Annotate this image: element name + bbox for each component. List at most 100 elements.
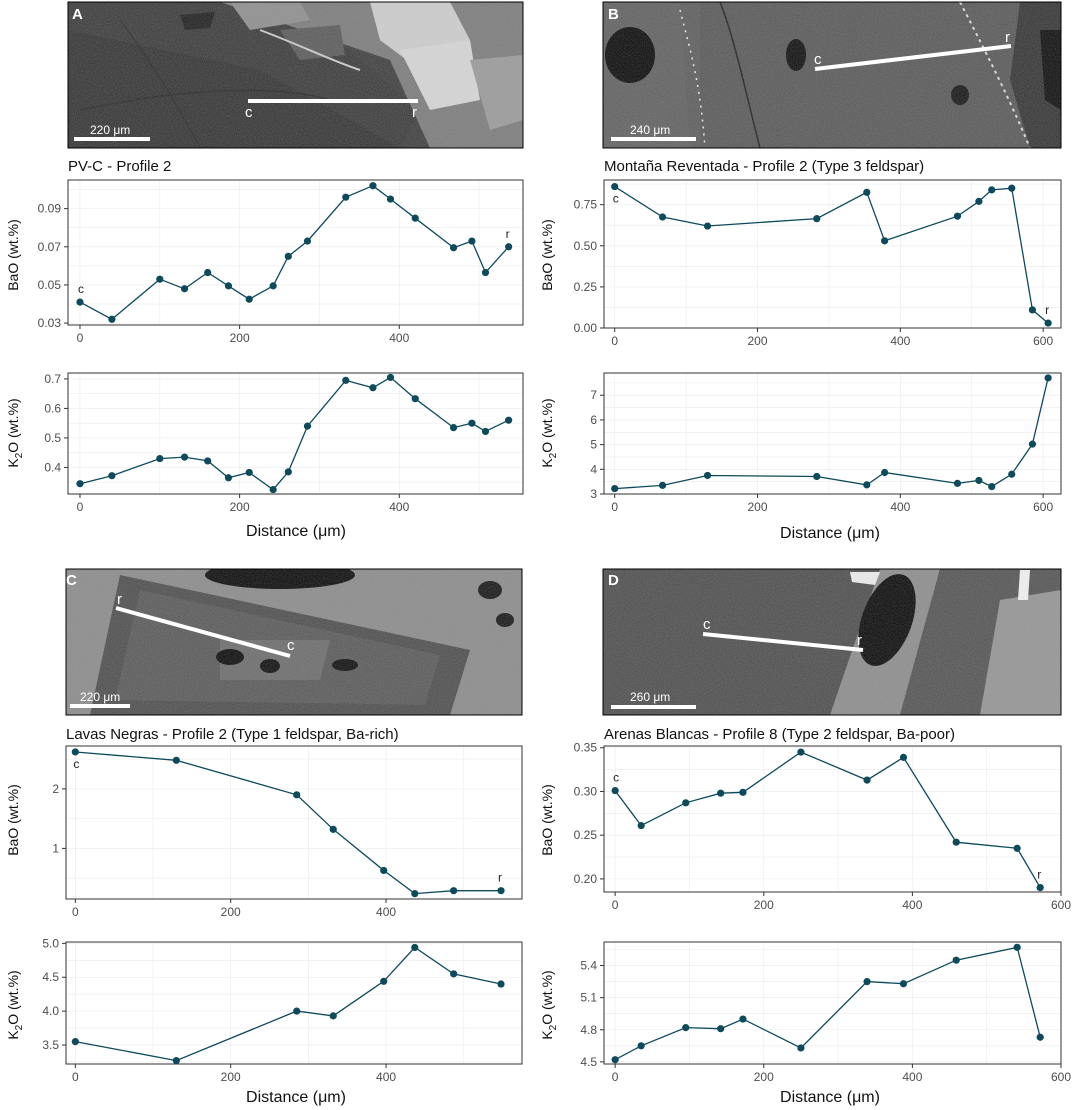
panel-b-k2o-plot-area (604, 373, 1061, 494)
panel-a-k2o-data-point (342, 376, 350, 384)
panel-a-k2o-x-tick-label: 200 (230, 500, 250, 514)
panel-a-x-axis-title: Distance (μm) (246, 523, 346, 540)
panel-a-bao-data-point (156, 275, 164, 283)
panel-c-title: Lavas Negras - Profile 2 (Type 1 feldspa… (66, 726, 399, 743)
panel-c-bao-x-tick-label: 0 (72, 905, 79, 919)
panel-c-k2o-y-tick-label: 3.5 (42, 1038, 59, 1052)
panel-a-bao-data-point (204, 268, 212, 277)
panel-d-k2o-data-point (717, 1025, 725, 1033)
panel-c-bao-plot-area (66, 746, 522, 899)
panel-c-k2o-x-tick-label: 200 (221, 1070, 241, 1084)
panel-d-k2o-plot-area (604, 942, 1061, 1064)
panel-c-bao-point-annotation: r (498, 871, 502, 885)
panel-d-bao-x-tick-label: 400 (902, 898, 922, 912)
panel-b-k2o-data-point (975, 476, 983, 485)
panel-d-bao-plot-area (604, 746, 1061, 892)
panel-d-k2o-x-tick-label: 200 (754, 1070, 774, 1084)
panel-b-k2o-y-tick-label: 3 (590, 487, 597, 501)
panel-a-bao-data-point (369, 182, 377, 190)
panel-d-bao-y-tick-label: 0.25 (574, 828, 598, 842)
svg-text:K2O (wt.%): K2O (wt.%) (539, 970, 559, 1039)
panel-a-bao-x-tick-label: 400 (389, 331, 409, 345)
panel-d-bao-data-point (899, 753, 908, 761)
panel-d-bao-x-tick-label: 0 (612, 898, 619, 912)
panel-b-micrograph: B 240 μm c r (602, 1, 1062, 149)
panel-d-bao-x-tick-label: 200 (754, 898, 774, 912)
panel-d-bao-data-point (611, 786, 619, 795)
panel-d-bao-data-point (739, 788, 747, 796)
panel-c-k2o-plot-border (65, 941, 523, 1065)
panel-c-micrograph: C 220 μm r c (65, 568, 523, 716)
panel-d-k2o-y-tick-label: 4.5 (580, 1055, 597, 1069)
panel-c-bao-data-point (172, 756, 180, 764)
panel-d-bao-data-point (717, 789, 725, 797)
panel-d-x-axis-title: Distance (μm) (780, 1089, 880, 1106)
svg-text:K2O (wt.%): K2O (wt.%) (5, 970, 25, 1039)
panel-b-bao-data-point (1008, 184, 1016, 192)
panel-b-title: Montaña Reventada - Profile 2 (Type 3 fe… (604, 158, 924, 175)
panel-b-bao-x-tick-label: 0 (611, 334, 618, 348)
panel-d-bao-x-tick-label: 600 (1051, 898, 1071, 912)
panel-a-k2o-x-tick-label: 0 (77, 500, 84, 514)
panel-a-k2o-plot-area (68, 373, 523, 494)
panel-c-bao-data-point (293, 791, 301, 799)
panel-b-bao-x-tick-label: 400 (890, 334, 910, 348)
panel-a-k2o-plot-border (67, 372, 524, 495)
panel-d-bao-data-point (1036, 884, 1044, 892)
panel-d-k2o-data-point (797, 1044, 805, 1052)
panel-a-bao-data-point (481, 268, 490, 277)
panel-a-bao-y-tick-label: 0.03 (38, 316, 62, 330)
panel-c-k2o-data-point (380, 977, 388, 985)
panel-b-bao-data-point (975, 197, 983, 205)
panel-a-bao-data-point (505, 243, 513, 251)
panel-b-bao-plot-border (603, 179, 1062, 329)
panel-d-bao-data-point (952, 838, 960, 846)
panel-a-k2o-data-point (245, 468, 253, 477)
panel-b-bao-y-tick-label: 0.50 (574, 239, 598, 253)
panel-a-bao-data-point (449, 244, 458, 252)
panel-c-bao-axis-title: BaO (wt.%) (5, 784, 21, 856)
panel-c-line-end-label: c (287, 637, 295, 654)
panel-d-bao-y-tick-label: 0.35 (574, 741, 598, 755)
panel-a-bao-data-point (411, 214, 419, 222)
panel-d-line-end-label: r (857, 632, 862, 649)
panel-a-k2o-data-point (76, 480, 84, 488)
panel-c-bao-data-point (71, 748, 79, 756)
panel-a-bao-x-tick-label: 200 (230, 331, 250, 345)
panel-d-bao-data-point (797, 748, 805, 756)
panel-b-k2o-y-tick-label: 5 (590, 438, 597, 452)
panel-c-x-axis-title: Distance (μm) (246, 1089, 346, 1106)
panel-b-x-axis-title: Distance (μm) (780, 525, 880, 542)
panel-b-k2o-data-point (1044, 374, 1052, 382)
panel-d-label: D (608, 572, 619, 589)
panel-c-k2o-y-tick-label: 5.0 (42, 936, 59, 950)
panel-a-title: PV-C - Profile 2 (68, 158, 171, 175)
panel-a-bao-data-point (269, 282, 277, 290)
panel-b-k2o-axis-title: K2O (wt.%) (539, 398, 559, 467)
panel-c-bao-chart: 0 200 400 1 2c r (52, 745, 523, 919)
panel-c-bao-x-tick-label: 200 (221, 905, 241, 919)
panel-c-bao-y-tick-label: 2 (52, 782, 59, 796)
panel-c-k2o-data-point (293, 1007, 301, 1015)
panel-b-bao-data-point (703, 222, 712, 230)
panel-a-k2o-chart: 0 200 400 0.4 0.5 0.6 0.7 (44, 372, 524, 514)
panel-a-bao-point-annotation: c (78, 282, 84, 296)
panel-a-bao-chart: 0 200 400 0.03 0.05 0.07 0.09 c r (38, 179, 524, 345)
panel-c-bao-data-point (497, 887, 505, 895)
panel-c-k2o-axis-title: K2O (wt.%) (5, 970, 25, 1039)
panel-a-bao-y-tick-label: 0.07 (38, 240, 62, 254)
panel-b-bao-data-point (863, 188, 871, 196)
panel-a-k2o-data-point (411, 395, 419, 403)
panel-c-k2o-data-point (172, 1057, 180, 1065)
panel-d-k2o-chart: 0 200 400 600 4.5 4.8 5.1 5.4 (580, 941, 1071, 1084)
panel-b-bao-data-point (611, 182, 619, 191)
panel-d-k2o-data-point (899, 980, 908, 988)
panel-b-bao-data-point (953, 212, 962, 220)
panel-a-bao-data-point (468, 237, 476, 245)
panel-d-k2o-data-point (637, 1042, 645, 1050)
panel-c-label: C (66, 572, 77, 589)
panel-a-k2o-data-point (180, 453, 189, 461)
panel-d-bao-point-annotation: r (1037, 868, 1041, 882)
panel-b-k2o-data-point (953, 479, 962, 487)
panel-d-k2o-data-point (739, 1015, 747, 1023)
